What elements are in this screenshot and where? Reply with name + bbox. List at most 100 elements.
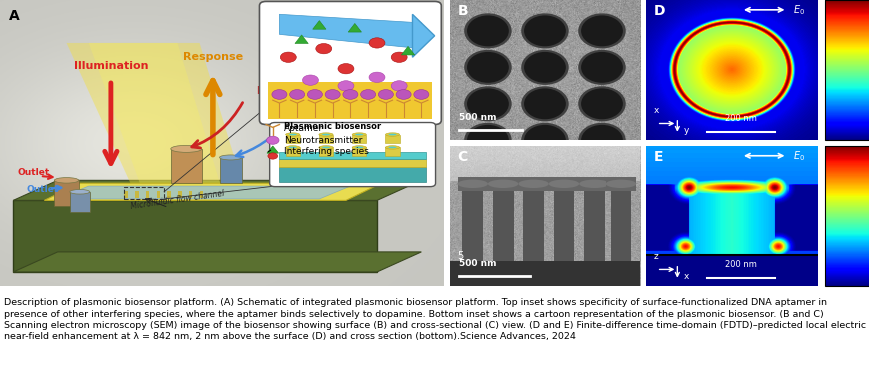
Circle shape (578, 123, 625, 158)
Ellipse shape (319, 146, 333, 149)
Text: B: B (457, 4, 468, 18)
Bar (279, 152, 425, 159)
Ellipse shape (355, 134, 363, 135)
Ellipse shape (548, 180, 579, 188)
Circle shape (464, 123, 511, 158)
Ellipse shape (388, 134, 396, 135)
Polygon shape (57, 186, 350, 199)
Text: Description of plasmonic biosensor platform. (A) Schematic of integrated plasmon: Description of plasmonic biosensor platf… (4, 298, 866, 341)
Circle shape (521, 86, 568, 121)
Circle shape (280, 52, 296, 62)
Text: Plasmonic biosensor: Plasmonic biosensor (283, 122, 381, 131)
Bar (579, 177, 609, 191)
Text: E: E (653, 150, 662, 164)
Ellipse shape (319, 133, 333, 136)
Text: Illumination: Illumination (74, 61, 148, 71)
Circle shape (580, 88, 622, 119)
Circle shape (467, 88, 508, 119)
Bar (285, 147, 300, 156)
Text: 200 nm: 200 nm (724, 260, 756, 270)
Bar (352, 135, 366, 143)
Circle shape (578, 13, 625, 48)
Circle shape (578, 50, 625, 85)
Bar (352, 147, 366, 156)
Bar (268, 82, 432, 119)
Bar (70, 192, 90, 212)
Polygon shape (13, 252, 421, 272)
Text: Buffer Inlet: Buffer Inlet (292, 109, 355, 119)
Bar (279, 167, 425, 182)
Polygon shape (401, 46, 415, 55)
Bar (135, 191, 138, 198)
Circle shape (467, 52, 508, 83)
Polygon shape (89, 43, 222, 189)
Text: Outlet: Outlet (27, 185, 59, 194)
Circle shape (464, 13, 511, 48)
Text: 500 nm: 500 nm (459, 113, 496, 122)
Text: C: C (457, 150, 468, 164)
Bar (610, 188, 631, 261)
Circle shape (266, 136, 279, 144)
Circle shape (523, 52, 565, 83)
Ellipse shape (322, 147, 329, 148)
Text: Microfluidic flow channel: Microfluidic flow channel (129, 189, 224, 211)
Circle shape (272, 90, 287, 99)
Bar (457, 177, 488, 191)
Text: 500 nm: 500 nm (459, 259, 496, 268)
Ellipse shape (352, 146, 366, 149)
Polygon shape (279, 14, 421, 49)
Ellipse shape (605, 180, 635, 188)
Ellipse shape (518, 180, 548, 188)
Polygon shape (412, 14, 434, 57)
Text: Outlet: Outlet (17, 167, 50, 177)
Circle shape (391, 81, 407, 91)
Bar (522, 188, 543, 261)
Circle shape (580, 125, 622, 156)
Ellipse shape (70, 189, 90, 194)
Ellipse shape (322, 134, 329, 135)
Circle shape (368, 38, 385, 48)
Circle shape (578, 86, 625, 121)
Ellipse shape (54, 178, 78, 183)
Circle shape (467, 15, 508, 46)
Circle shape (464, 86, 511, 121)
Bar (449, 261, 640, 286)
Bar (449, 146, 640, 181)
Bar (178, 191, 182, 198)
Bar (167, 191, 170, 198)
FancyBboxPatch shape (269, 122, 435, 187)
Text: x: x (683, 272, 689, 280)
Circle shape (464, 50, 511, 85)
Circle shape (342, 90, 357, 99)
Text: Blood Inlet: Blood Inlet (257, 87, 316, 96)
Ellipse shape (385, 133, 399, 136)
Circle shape (337, 64, 354, 74)
Circle shape (289, 90, 304, 99)
Circle shape (325, 90, 340, 99)
Ellipse shape (352, 133, 366, 136)
Text: $E_0$: $E_0$ (792, 3, 804, 17)
Text: 5: 5 (457, 251, 463, 261)
Text: y: y (683, 126, 689, 135)
Text: Neurotransmitter: Neurotransmitter (283, 136, 362, 145)
Circle shape (523, 125, 565, 156)
Text: Aptamer: Aptamer (283, 124, 322, 133)
Bar (54, 180, 78, 206)
Ellipse shape (488, 180, 518, 188)
Text: 200 nm: 200 nm (724, 115, 756, 124)
Ellipse shape (170, 146, 202, 152)
Polygon shape (44, 183, 381, 200)
Ellipse shape (219, 155, 242, 160)
Bar (170, 149, 202, 183)
Text: x: x (653, 106, 658, 115)
Bar (146, 191, 149, 198)
Bar (124, 187, 164, 199)
Circle shape (521, 50, 568, 85)
Bar (553, 188, 574, 261)
Bar (279, 159, 425, 167)
Circle shape (521, 123, 568, 158)
Circle shape (368, 72, 385, 82)
Circle shape (414, 90, 428, 99)
Ellipse shape (388, 147, 396, 148)
Circle shape (268, 153, 277, 159)
